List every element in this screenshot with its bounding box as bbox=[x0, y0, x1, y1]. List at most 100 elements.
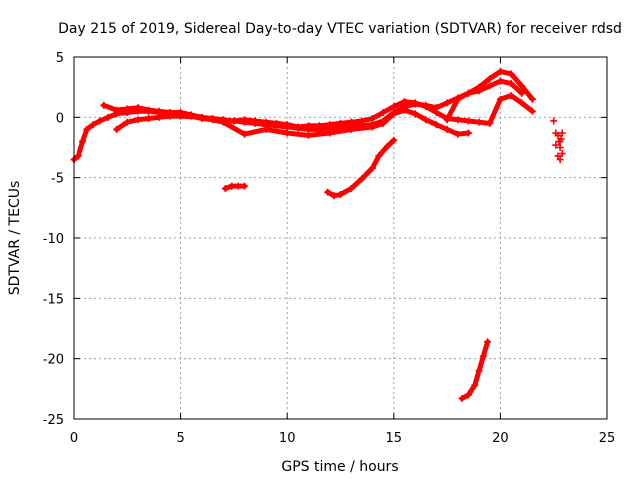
data-point-main-track-a bbox=[74, 152, 82, 160]
data-point-main-track-b bbox=[273, 119, 281, 127]
data-layer bbox=[70, 67, 566, 402]
data-point-upper-branch bbox=[486, 82, 494, 90]
data-point-segment-12h bbox=[337, 191, 344, 199]
x-axis-label: GPS time / hours bbox=[281, 459, 398, 475]
data-point-main-track-a bbox=[486, 75, 494, 83]
data-point-main-track-a bbox=[83, 125, 91, 133]
data-point-segment-18h bbox=[458, 394, 466, 402]
data-point-main-track-b bbox=[262, 118, 270, 126]
series-main-track-a bbox=[71, 69, 535, 163]
data-point-main-track-b bbox=[464, 117, 472, 125]
series-segment-12h bbox=[325, 137, 397, 199]
data-point-main-track-b bbox=[241, 116, 249, 124]
data-point-segment-12h bbox=[383, 142, 391, 150]
data-point-late-points bbox=[552, 141, 560, 149]
data-point-segment-12h bbox=[375, 152, 383, 160]
x-tick-label: 15 bbox=[386, 431, 403, 446]
x-tick-label: 25 bbox=[599, 431, 616, 446]
data-point-late-points bbox=[554, 152, 562, 160]
data-point-segment-18h bbox=[484, 338, 492, 346]
data-point-main-track-a bbox=[518, 82, 526, 90]
data-point-main-track-c bbox=[113, 125, 121, 133]
y-tick-label: -20 bbox=[43, 353, 64, 368]
data-point-main-track-a bbox=[528, 95, 536, 103]
data-point-main-track-b bbox=[528, 107, 536, 115]
data-point-main-track-b bbox=[475, 118, 483, 126]
data-point-main-track-b bbox=[155, 107, 163, 115]
data-point-main-track-c bbox=[400, 106, 408, 114]
data-point-main-track-b bbox=[123, 105, 131, 113]
data-point-main-track-b bbox=[507, 92, 515, 100]
y-tick-label: -25 bbox=[43, 413, 64, 428]
data-point-main-track-c bbox=[411, 110, 419, 118]
data-point-main-track-c bbox=[283, 129, 291, 137]
data-point-main-track-c bbox=[145, 115, 153, 123]
data-point-late-points bbox=[554, 131, 562, 139]
data-point-segment-7h bbox=[234, 182, 242, 190]
data-point-main-track-b bbox=[134, 104, 142, 112]
y-tick-label: 5 bbox=[56, 51, 64, 66]
data-point-main-track-b bbox=[400, 98, 408, 106]
data-point-main-track-a bbox=[96, 117, 104, 125]
data-point-upper-branch bbox=[507, 80, 515, 88]
data-point-segment-18h bbox=[471, 381, 479, 389]
chart-title: Day 215 of 2019, Sidereal Day-to-day VTE… bbox=[58, 21, 622, 37]
data-point-main-track-b bbox=[230, 117, 238, 125]
y-tick-label: 0 bbox=[56, 111, 64, 126]
data-point-main-track-a bbox=[104, 113, 112, 121]
data-point-main-track-b bbox=[337, 119, 344, 127]
data-point-main-track-c bbox=[262, 125, 270, 133]
data-point-main-track-c bbox=[198, 113, 206, 121]
data-point-late-points bbox=[558, 129, 566, 137]
series-segment-18h bbox=[459, 339, 491, 401]
data-point-main-track-c bbox=[305, 131, 313, 139]
data-point-main-track-b bbox=[368, 115, 376, 123]
x-tick-label: 0 bbox=[70, 431, 78, 446]
y-tick-label: -10 bbox=[43, 232, 64, 247]
data-point-main-track-b bbox=[411, 99, 419, 107]
data-point-main-track-b bbox=[315, 122, 323, 130]
data-point-main-track-b bbox=[347, 118, 355, 126]
data-point-main-track-c bbox=[177, 112, 185, 120]
data-point-main-track-c bbox=[454, 130, 462, 138]
data-point-main-track-a bbox=[507, 70, 515, 78]
data-point-main-track-c bbox=[123, 118, 131, 126]
data-point-main-track-b bbox=[379, 109, 387, 117]
data-point-main-track-b bbox=[326, 121, 334, 129]
data-point-main-track-c bbox=[347, 125, 355, 133]
data-point-late-points bbox=[556, 144, 564, 151]
data-point-main-track-a bbox=[89, 121, 97, 129]
y-axis-label: SDTVAR / TECUs bbox=[7, 181, 23, 296]
data-point-late-points bbox=[558, 150, 566, 158]
data-point-main-track-a bbox=[443, 99, 451, 107]
data-point-segment-18h bbox=[475, 367, 483, 375]
data-point-upper-branch bbox=[475, 87, 483, 95]
data-point-late-points bbox=[550, 117, 558, 125]
data-point-main-track-b bbox=[518, 99, 526, 107]
data-point-main-track-c bbox=[155, 113, 163, 121]
data-point-segment-18h bbox=[464, 391, 472, 399]
data-point-main-track-a bbox=[79, 137, 87, 145]
data-point-main-track-c bbox=[443, 125, 451, 133]
data-point-main-track-b bbox=[454, 116, 462, 124]
data-point-segment-12h bbox=[330, 192, 338, 200]
data-point-main-track-c bbox=[166, 112, 174, 120]
data-point-upper-branch bbox=[518, 89, 526, 97]
x-tick-label: 20 bbox=[492, 431, 509, 446]
data-point-segment-7h bbox=[221, 185, 229, 193]
data-point-main-track-c bbox=[464, 129, 472, 137]
y-tick-label: -15 bbox=[43, 292, 64, 307]
data-point-segment-12h bbox=[358, 175, 366, 183]
data-point-main-track-b bbox=[305, 122, 313, 130]
data-point-main-track-c bbox=[326, 129, 334, 137]
data-point-main-track-b bbox=[358, 117, 366, 125]
data-point-segment-12h bbox=[390, 136, 398, 144]
axis-layer: 0 5 10 15 20 25 5 0 -5 -10 -15 -20 -25 bbox=[43, 51, 616, 446]
grid-layer bbox=[74, 57, 607, 419]
data-point-main-track-b bbox=[145, 106, 153, 114]
data-point-upper-branch bbox=[443, 116, 451, 124]
x-tick-label: 10 bbox=[279, 431, 296, 446]
data-point-main-track-c bbox=[422, 116, 430, 124]
data-point-main-track-b bbox=[432, 109, 440, 117]
